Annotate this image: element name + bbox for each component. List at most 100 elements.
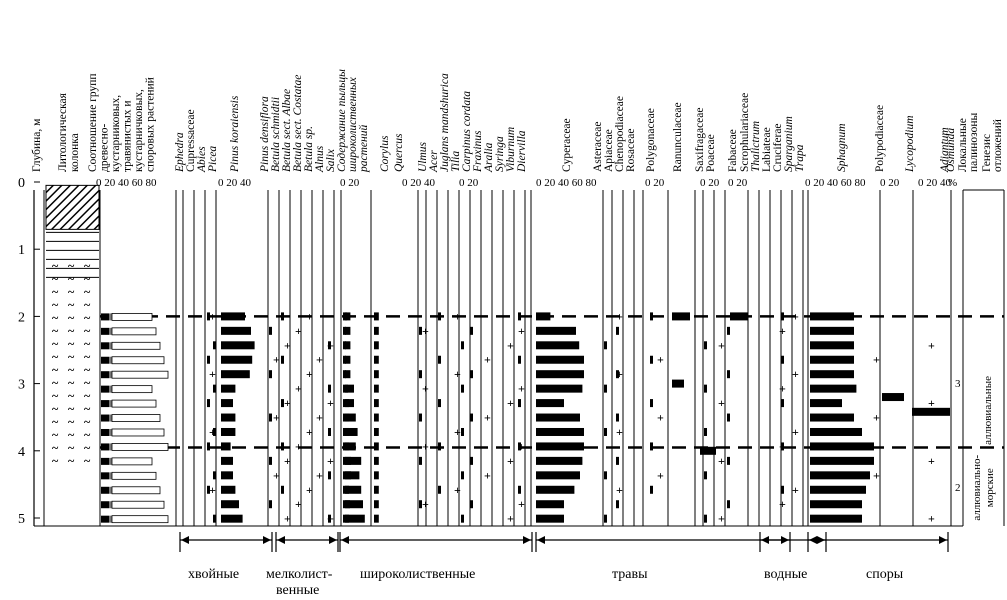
taxon-header-13: Corylus: [379, 135, 391, 172]
taxon-header-9: Betula sp.: [303, 126, 315, 172]
arrow-right-0: [263, 536, 271, 544]
rare-plus: +: [928, 512, 935, 526]
small-mark: [281, 312, 284, 321]
taxon-header-34: Fabaceae: [727, 129, 739, 172]
small-mark: [727, 326, 730, 335]
ratio-bar-herb: [109, 342, 112, 350]
small-mark: [438, 399, 441, 408]
ratio-bar-spore: [111, 312, 153, 321]
rare-plus: +: [284, 338, 291, 352]
rare-plus: +: [779, 324, 786, 338]
taxon-header-15: Ulmus: [417, 141, 429, 172]
rare-plus: +: [616, 367, 623, 381]
bar-quercus-8: [374, 427, 379, 436]
genesis-label-0: аллювиальные: [982, 376, 994, 445]
small-mark: [650, 312, 653, 321]
bar-pinus-koraiensis-13: [221, 500, 239, 509]
small-mark: [650, 485, 653, 494]
taxon-header-10: Alnus: [314, 145, 326, 173]
litho-wave: ~: [68, 349, 75, 363]
small-mark: [419, 500, 422, 509]
rare-plus: +: [779, 382, 786, 396]
rare-plus: +: [507, 512, 514, 526]
litho-wave: ~: [52, 336, 59, 350]
rare-plus: +: [616, 309, 623, 323]
ratio-bar-woody: [101, 414, 109, 422]
taxon-header-14: Quercus: [393, 133, 405, 172]
taxon-header-27: Apiaceae: [603, 129, 615, 172]
data-marks: ~ ~ ~~ ~ ~~ ~ ~~ ~ ~~ ~ ~~ ~ ~~ ~ ~~ ~ ~~ ~ ~~ ~ ~~ ~ ~~ ~ ~~ ~ ~~…: [45, 184, 950, 526]
woody-content-header-0: Содержание пыльцы: [336, 69, 348, 172]
scale-label-3: 0 20 40: [402, 177, 436, 189]
taxon-header-11: Salix: [325, 148, 337, 172]
bar-corylus-7: [345, 413, 356, 422]
small-mark: [213, 427, 216, 436]
litho-wave: ~: [84, 362, 91, 376]
taxon-header-23: Viburnum: [505, 127, 517, 172]
bar-pinus-koraiensis-9: [221, 442, 231, 451]
rare-plus: +: [928, 454, 935, 468]
ratio-bar-herb: [109, 327, 112, 335]
group-label-0: хвойные: [188, 567, 239, 582]
litho-wave: ~: [68, 414, 75, 428]
small-mark: [704, 384, 707, 393]
woody-content-header-2: растений: [357, 125, 370, 173]
small-mark: [328, 427, 331, 436]
small-mark: [207, 355, 210, 364]
taxon-header-39: Sparganium: [783, 116, 795, 172]
small-mark: [419, 370, 422, 379]
rare-plus: +: [209, 483, 216, 497]
small-mark: [419, 456, 422, 465]
small-mark: [207, 312, 210, 321]
bar-quercus-10: [374, 456, 379, 465]
litho-wave: ~: [52, 258, 59, 272]
bar-corylus-4: [345, 370, 351, 379]
rare-plus: +: [657, 353, 664, 367]
small-mark: [281, 399, 284, 408]
small-mark: [328, 341, 331, 350]
bar-cyperaceae-4: [536, 370, 584, 379]
bar-pinus-koraiensis-12: [221, 485, 236, 494]
rare-plus: +: [273, 468, 280, 482]
litho-wave: ~: [52, 323, 59, 337]
litho-wave: ~: [68, 284, 75, 298]
bar-woody-content-9: [343, 442, 349, 451]
groups-ratio-header-1: древесно-: [99, 124, 111, 172]
percent-label: %: [948, 177, 957, 189]
depth-tick-label-2: 2: [18, 310, 25, 325]
rare-plus: +: [518, 324, 525, 338]
ratio-bar-woody: [101, 400, 109, 408]
bar-adiantum: [912, 407, 950, 416]
bar-corylus-8: [345, 427, 358, 436]
bar-woody-content-6: [343, 399, 349, 408]
taxon-header-0: Ephedra: [174, 132, 186, 173]
small-mark: [727, 413, 730, 422]
rare-plus: +: [928, 396, 935, 410]
bar-cyperaceae-13: [536, 500, 564, 509]
litho-wave: ~: [68, 375, 75, 389]
taxon-header-30: Polygonaceae: [645, 108, 657, 172]
bar-pinus-koraiensis-11: [221, 471, 233, 480]
bar-poaceae: [700, 446, 716, 455]
litho-wave: ~: [84, 323, 91, 337]
litho-wave: ~: [84, 284, 91, 298]
bar-woody-content-5: [343, 384, 348, 393]
arrow-left-2: [341, 536, 349, 544]
group-brackets: хвойные мелколист-широколиственные травы во…: [179, 532, 949, 598]
rare-plus: +: [792, 425, 799, 439]
litho-wave: ~: [68, 453, 75, 467]
arrow-left-5: [809, 536, 817, 544]
bar-corylus-9: [345, 442, 356, 451]
rare-plus: +: [718, 454, 725, 468]
depth-tick-label-1: 1: [18, 243, 25, 258]
rare-plus: +: [718, 338, 725, 352]
taxon-header-25: Cyperaceae: [561, 118, 573, 172]
small-mark: [704, 427, 707, 436]
litho-wave: ~: [84, 401, 91, 415]
bar-pinus-koraiensis-3: [221, 355, 253, 364]
group-label-melko-2: венные: [276, 583, 319, 598]
taxon-header-44: Osmunda: [945, 128, 957, 172]
taxon-header-40: Trapa: [794, 144, 806, 172]
litho-wave: ~: [84, 271, 91, 285]
small-mark: [207, 485, 210, 494]
